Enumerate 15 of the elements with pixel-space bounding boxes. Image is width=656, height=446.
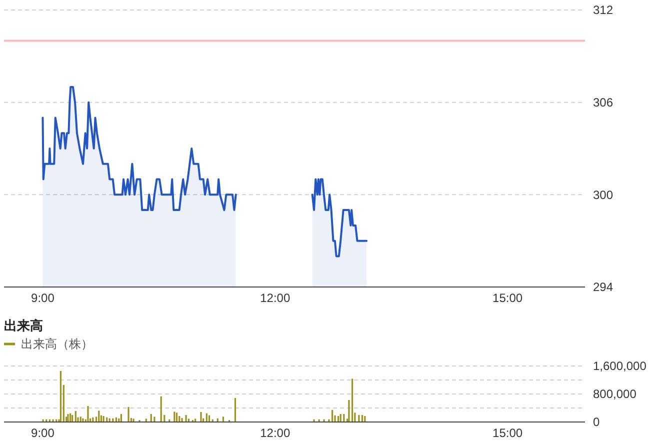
chart-title: 出来高 [4,318,43,333]
x-tick-label: 12:00 [260,291,290,305]
x-tick-label: 15:00 [492,426,523,440]
legend-label: 出来高（株） [21,337,93,351]
x-tick-label: 9:00 [31,291,55,305]
y-tick-label: 300 [593,188,614,202]
x-tick-label: 9:00 [31,426,55,440]
x-tick-label: 15:00 [492,291,523,305]
y-tick-label: 800,000 [593,387,637,402]
y-tick-label: 1,600,000 [593,359,647,374]
x-tick-label: 12:00 [260,426,290,440]
y-tick-label: 312 [593,3,614,18]
y-tick-label: 0 [593,415,600,430]
y-tick-label: 306 [593,96,614,110]
y-tick-label: 294 [593,280,614,294]
